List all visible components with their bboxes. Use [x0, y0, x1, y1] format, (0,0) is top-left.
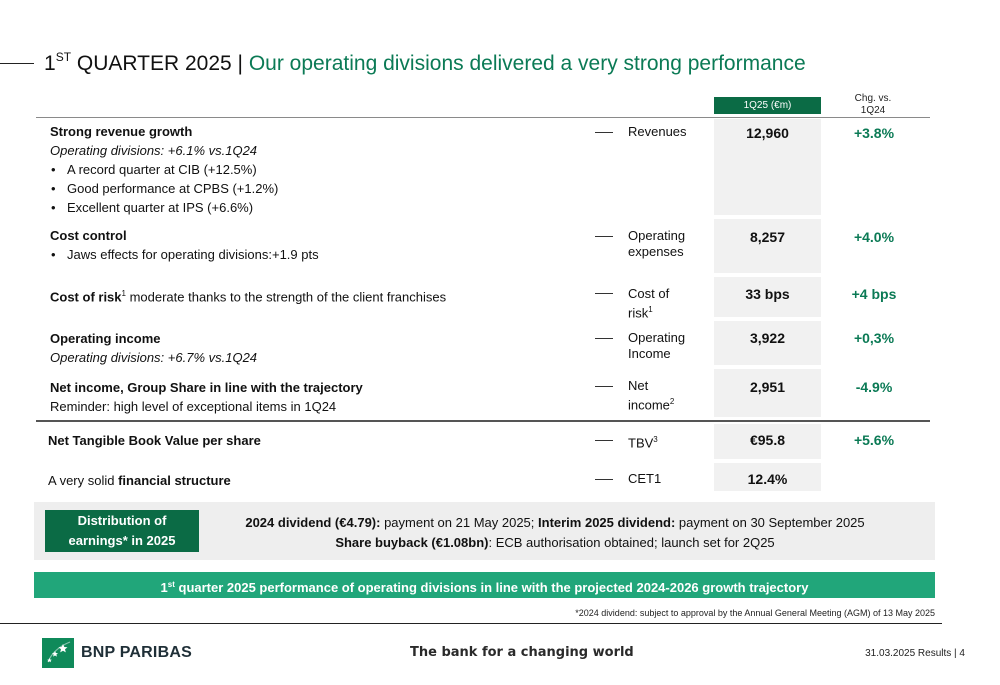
value-cell-bg — [714, 369, 821, 417]
row-dash — [595, 386, 613, 387]
cet1-description: A very solid financial structure — [48, 473, 231, 488]
net-income-description: Net income, Group Share in line with the… — [50, 380, 363, 414]
brand-tagline: The bank for a changing world — [410, 645, 634, 660]
list-item: Excellent quarter at IPS (+6.6%) — [50, 198, 278, 217]
metric-cost-of-risk: Cost of risk1 — [628, 286, 670, 321]
list-item: Jaws effects for operating divisions:+1.… — [50, 245, 319, 264]
operating-income-description: Operating income Operating divisions: +6… — [50, 331, 258, 365]
value-cell-bg — [714, 119, 821, 215]
value-column-header: 1Q25 (€m) — [714, 97, 821, 114]
row-dash — [595, 440, 613, 441]
change-revenues: +3.8% — [853, 125, 895, 141]
page-subtitle: Our operating divisions delivered a very… — [248, 52, 806, 75]
metric-net-income: Net income2 — [628, 378, 675, 413]
metric-revenues: Revenues — [628, 124, 687, 139]
table-section-rule — [36, 420, 930, 422]
value-cet1: 12.4% — [747, 471, 788, 487]
list-item: A record quarter at CIB (+12.5%) — [50, 160, 278, 179]
tbv-description: Net Tangible Book Value per share — [48, 433, 261, 448]
cost-control-description: Cost control Jaws effects for operating … — [50, 226, 319, 264]
change-column-header: Chg. vs. 1Q24 — [854, 93, 892, 116]
row-dash — [595, 479, 613, 480]
distribution-text: 2024 dividend (€4.79): payment on 21 May… — [245, 515, 865, 550]
row-dash — [595, 338, 613, 339]
change-cost-of-risk: +4 bps — [851, 286, 897, 302]
row-dash — [595, 293, 613, 294]
metric-cet1: CET1 — [628, 471, 662, 486]
change-operating-expenses: +4.0% — [853, 229, 895, 245]
conclusion-banner: 1st quarter 2025 performance of operatin… — [34, 572, 935, 598]
change-operating-income: +0,3% — [853, 330, 895, 346]
change-net-income: -4.9% — [855, 379, 893, 395]
value-net-income: 2,951 — [749, 379, 786, 395]
bnp-paribas-stars-logo-icon — [42, 638, 74, 668]
cost-of-risk-description: Cost of risk1 moderate thanks to the str… — [50, 289, 447, 305]
value-cell-bg — [714, 424, 821, 459]
distribution-badge: Distribution of earnings* in 2025 — [45, 510, 199, 552]
value-operating-income: 3,922 — [749, 330, 786, 346]
row-dash — [595, 132, 613, 133]
brand-name: BNP PARIBAS — [81, 644, 192, 661]
value-cell-bg — [714, 463, 821, 491]
metric-operating-income: Operating Income — [628, 330, 686, 361]
revenue-description: Strong revenue growth Operating division… — [50, 122, 278, 217]
value-operating-expenses: 8,257 — [749, 229, 786, 245]
value-cost-of-risk: 33 bps — [745, 286, 790, 302]
list-item: Good performance at CPBS (+1.2%) — [50, 179, 278, 198]
page-reference: 31.03.2025 Results | 4 — [865, 648, 965, 659]
value-cell-bg — [714, 219, 821, 273]
page-title: 1ST QUARTER 2025 | Our operating divisio… — [44, 50, 806, 75]
footnote: *2024 dividend: subject to approval by t… — [575, 608, 935, 618]
table-top-rule — [36, 117, 930, 118]
change-tbv: +5.6% — [853, 432, 895, 448]
value-tbv: €95.8 — [749, 432, 786, 448]
row-dash — [595, 236, 613, 237]
metric-tbv: TBV3 — [628, 435, 658, 451]
value-revenues: 12,960 — [746, 125, 789, 141]
value-cell-bg — [714, 277, 821, 317]
value-cell-bg — [714, 321, 821, 365]
metric-operating-expenses: Operating expenses — [628, 228, 686, 259]
footer-rule — [0, 623, 942, 624]
title-rule — [0, 63, 34, 64]
